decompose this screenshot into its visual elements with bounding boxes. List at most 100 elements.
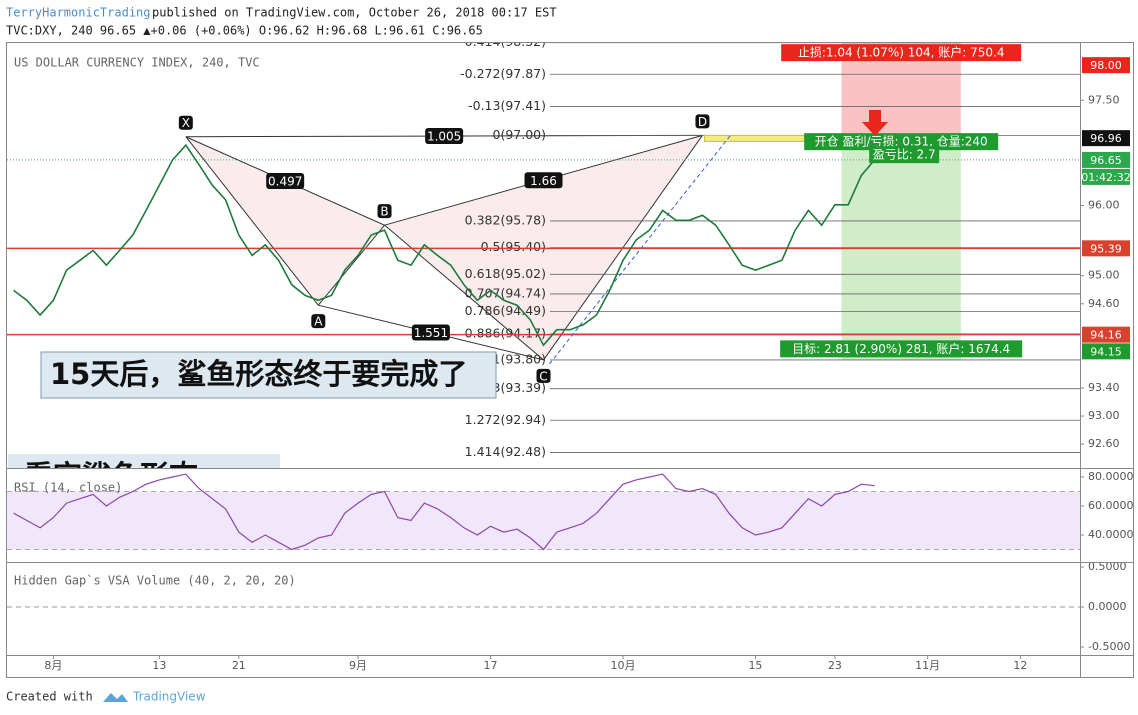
annotation-background (40, 351, 497, 399)
y-tick-label: 80.0000 (1088, 470, 1134, 483)
x-tick-label: 21 (232, 659, 246, 672)
y-tick-label: 93.40 (1088, 381, 1120, 394)
rsi-band (7, 491, 1080, 550)
x-tick-label: 12 (1013, 659, 1027, 672)
y-tick-label: 40.0000 (1088, 528, 1134, 541)
chart-frame (6, 42, 1134, 678)
ratio-badge (266, 172, 305, 189)
down-arrow (862, 110, 888, 136)
pattern-leg (317, 224, 385, 306)
pattern-point-label: B (380, 205, 388, 219)
price-tag-label: 94.15 (1090, 345, 1122, 358)
main-pane-title: US DOLLAR CURRENCY INDEX, 240, TVC (14, 56, 260, 70)
countdown-tag (1082, 168, 1130, 185)
ratio-badge (425, 128, 464, 145)
price-tag-label: 95.39 (1090, 242, 1122, 255)
y-tick-label: -0.5000 (1088, 640, 1130, 653)
y-tick-label: 94.60 (1088, 297, 1120, 310)
position-label: 目标: 2.81 (2.90%) 281, 账户: 1674.4 (792, 341, 1010, 356)
published: published on TradingView.com, October 26… (152, 6, 557, 20)
x-tick-label: 13 (152, 659, 166, 672)
ratio-label: 0.497 (268, 174, 302, 188)
fib-label: 0.786(94.49) (465, 303, 546, 318)
ratio-badge (524, 172, 563, 189)
footer-created: Created with (6, 690, 93, 704)
pattern-point-label: D (698, 115, 707, 129)
pattern-area (185, 136, 385, 306)
background-layer (7, 490, 1080, 608)
pattern-point-marker (178, 115, 193, 130)
x-tick-label: 17 (484, 659, 498, 672)
x-tick-label: 11月 (915, 659, 940, 672)
fib-label: 0.886(94.17) (465, 325, 546, 340)
price-tag (1082, 326, 1130, 343)
annotation-text: 15天后，鲨鱼形态终于要完成了 (50, 357, 467, 391)
y-tick-label: 97.50 (1088, 93, 1120, 106)
pattern-point-label: C (539, 369, 547, 383)
price-tag (1082, 57, 1130, 74)
rsi-line (13, 473, 875, 551)
annotation-text: 看空鲨鱼形态 (24, 459, 198, 493)
position-label: 盈亏比: 2.7 (873, 148, 936, 162)
target-zone (841, 138, 961, 361)
price-tag (1082, 240, 1130, 257)
annotation-background (8, 454, 280, 468)
y-tick-label: 95.00 (1088, 269, 1120, 282)
position-label: 止损:1.04 (1.07%) 104, 账户: 750.4 (798, 45, 1005, 60)
fib-label: 1.272(92.94) (465, 412, 546, 427)
publisher[interactable]: TerryHarmonicTrading (6, 6, 151, 20)
fib-label: -0.13(97.41) (468, 98, 546, 113)
price-tag-label: 98.00 (1090, 59, 1122, 72)
pattern-point-label: A (314, 315, 323, 329)
y-tick-label: 92.60 (1088, 437, 1120, 450)
fib-label: 1.414(92.48) (465, 444, 546, 459)
price-tag (1082, 130, 1130, 147)
x-tick-label: 10月 (610, 659, 635, 672)
fib-label: 0.618(95.02) (465, 266, 546, 281)
position-label: 开仓 盈利/亏损: 0.31, 仓量:240 (815, 135, 988, 149)
x-tick-label: 15 (748, 659, 762, 672)
position-label-box (780, 340, 1023, 358)
d-highlight (703, 134, 805, 142)
price-tag (1082, 151, 1130, 168)
pattern-point-marker (311, 314, 326, 329)
brand-logo[interactable] (103, 693, 128, 702)
ratio-label: 1.551 (414, 326, 448, 340)
x-tick-label: 9月 (349, 659, 367, 672)
footer-brand[interactable]: TradingView (132, 690, 206, 704)
position-label-box (781, 44, 1022, 62)
price-line (13, 143, 876, 347)
pattern-point-marker (536, 368, 551, 383)
annotation-box-clipped: 看空鲨鱼形态 (8, 454, 280, 493)
fib-label: 1(93.80) (493, 351, 547, 366)
price-tag-label: 94.16 (1090, 329, 1122, 342)
x-tick-label: 23 (828, 659, 842, 672)
fib-label: 0.5(95.40) (481, 239, 546, 254)
y-tick-label: 0.5000 (1088, 560, 1127, 573)
price-tag-label: 96.65 (1090, 154, 1122, 167)
price-tag-label: 96.96 (1090, 132, 1122, 145)
symbol-line: TVC:DXY, 240 96.65 ▲+0.06 (+0.06%) O:96.… (6, 24, 483, 38)
fib-label: 0.382(95.78) (465, 212, 546, 227)
y-tick-label: 96.00 (1088, 199, 1120, 212)
pattern-point-marker (695, 114, 710, 129)
y-tick-label: 60.0000 (1088, 499, 1134, 512)
y-tick-label: 0.0000 (1088, 600, 1127, 613)
pattern-point-marker (377, 204, 392, 219)
pattern-point-label: X (182, 116, 190, 130)
fib-label: 0.707(94.74) (465, 285, 546, 300)
countdown: 01:42:32 (1081, 171, 1130, 184)
ratio-label: 1.005 (427, 130, 461, 144)
annotation-box: 15天后，鲨鱼形态终于要完成了 (40, 351, 497, 399)
x-tick-label: 8月 (44, 659, 62, 672)
fib-label: 0(97.00) (493, 127, 547, 142)
fib-label: -0.272(97.87) (460, 66, 546, 81)
rsi-pane-title: RSI (14, close) (14, 481, 122, 495)
y-tick-label: 93.00 (1088, 409, 1120, 422)
overlay-layer: 97.50 96.00 95.00 94.60 93.40 93.00 92.60 80.00… (13, 44, 1134, 672)
pattern-leg (185, 136, 319, 306)
fib-label: -0.414(98.32) (460, 34, 546, 49)
ratio-label: 1.66 (530, 174, 557, 188)
position-label-box (804, 133, 999, 151)
